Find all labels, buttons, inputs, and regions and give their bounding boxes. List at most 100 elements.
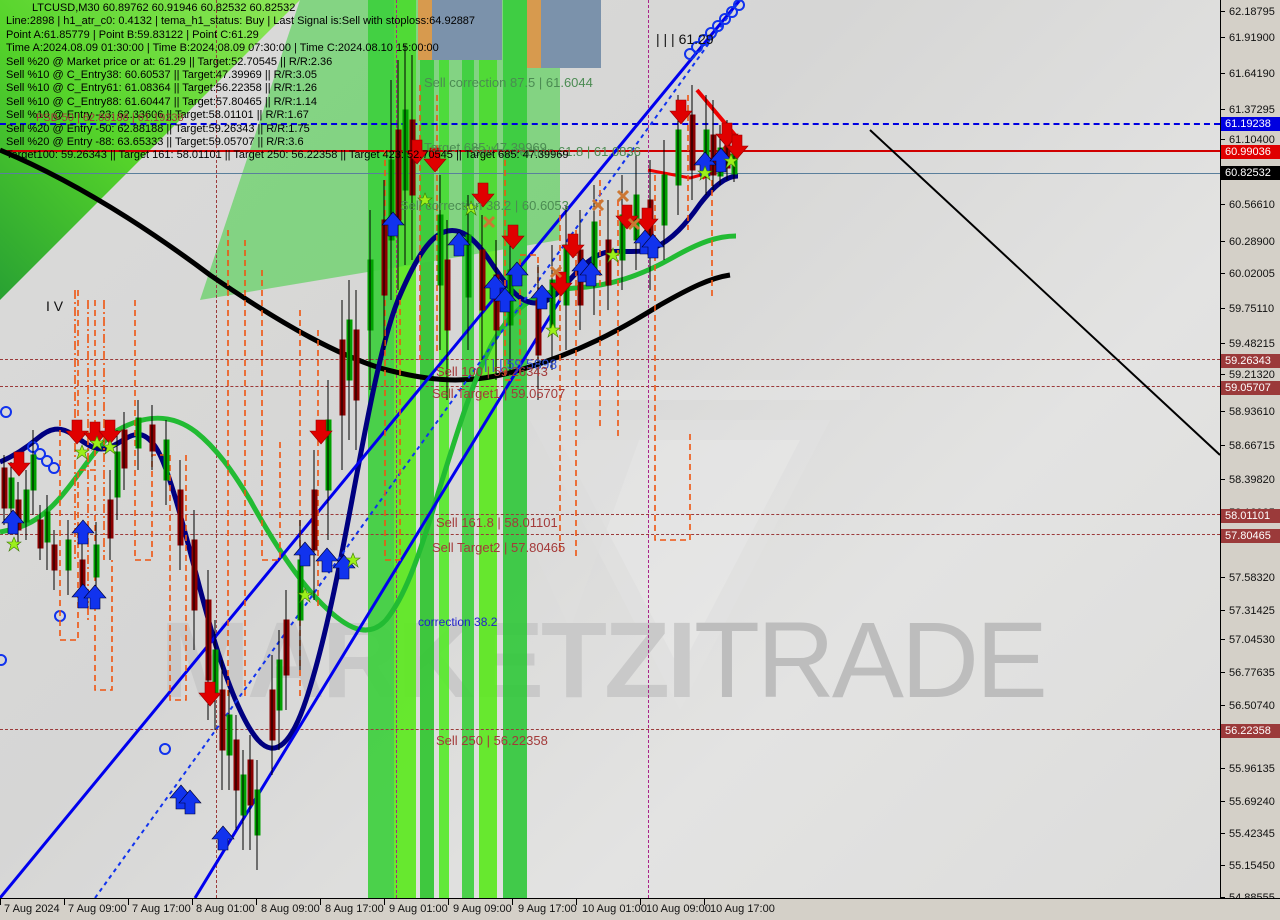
- resistance-line: [0, 151, 1220, 152]
- watermark-thin: TRADE: [693, 599, 1048, 720]
- info-line: Sell %10 @ C_Entry38: 60.60537 || Target…: [6, 69, 318, 82]
- price-tick-label: 58.39820: [1221, 474, 1280, 486]
- chart-annotation: Sell 161.8 | 58.01101: [436, 515, 558, 530]
- chart-plot-area[interactable]: MARKETZITRADE: [0, 0, 1220, 898]
- chart-annotation: | | | 59.5898: [484, 356, 558, 372]
- time-tick-mark: [128, 899, 129, 905]
- price-tick-label: 60.02005: [1221, 268, 1280, 280]
- symbol-ohlc-line: LTCUSD,M30 60.89762 60.91946 60.82532 60…: [32, 2, 296, 14]
- upper-red-line: [0, 150, 1220, 151]
- time-axis[interactable]: 7 Aug 2024 7 Aug 09:00 7 Aug 17:00 8 Aug 01…: [0, 898, 1280, 920]
- close-line: [0, 173, 1220, 174]
- price-tick-label: 55.69240: [1221, 796, 1280, 808]
- time-tick-label: 9 Aug 17:00: [518, 903, 577, 915]
- fib-line-100: [0, 359, 1220, 360]
- price-tick-label: 60.28900: [1221, 236, 1280, 248]
- time-marker-b: [396, 0, 397, 898]
- chart-annotation: Sell 100 | 59.26343: [436, 364, 548, 379]
- info-line: Point A:61.85779 | Point B:59.83122 | Po…: [6, 28, 259, 41]
- price-level-badge[interactable]: 61.19238: [1221, 117, 1280, 131]
- price-tick-label: 55.96135: [1221, 763, 1280, 775]
- price-tick-label: 57.04530: [1221, 634, 1280, 646]
- psb-overlap-label: PSB-50 | 62.88188 | 61.19238: [36, 112, 184, 124]
- price-tick-label: 56.77635: [1221, 667, 1280, 679]
- time-tick-label: 9 Aug 01:00: [389, 903, 448, 915]
- info-line: Line:2898 | h1_atr_c0: 0.4132 | tema_h1_…: [6, 15, 476, 28]
- fib-line-161: [0, 514, 1220, 515]
- time-tick-mark: [640, 899, 641, 905]
- time-tick-label: 7 Aug 09:00: [68, 903, 127, 915]
- chart-annotation: Target 685: 47.39969: [424, 140, 547, 155]
- trendline-blue-rising: [0, 0, 742, 898]
- price-level-badge[interactable]: 56.22358: [1221, 724, 1280, 738]
- time-tick-label: 10 Aug 17:00: [710, 903, 775, 915]
- price-tick-label: 61.91900: [1221, 32, 1280, 44]
- chart-annotation: Sell Target2 | 57.80465: [432, 540, 566, 555]
- time-tick-mark: [576, 899, 577, 905]
- time-tick-mark: [384, 899, 385, 905]
- price-tick-label: 60.56610: [1221, 199, 1280, 211]
- time-tick-mark: [192, 899, 193, 905]
- time-tick-label: 10 Aug 09:00: [646, 903, 711, 915]
- price-level-badge[interactable]: 59.26343: [1221, 354, 1280, 368]
- price-level-badge[interactable]: 57.80465: [1221, 529, 1280, 543]
- ma-green-line: [0, 233, 737, 633]
- price-tick-label: 59.48215: [1221, 338, 1280, 350]
- price-level-badge[interactable]: 59.05707: [1221, 381, 1280, 395]
- fib-line-target2: [0, 534, 1220, 535]
- price-level-badge[interactable]: 60.82532: [1221, 166, 1280, 180]
- time-tick-label: 9 Aug 09:00: [453, 903, 512, 915]
- time-tick-label: 10 Aug 01:00: [582, 903, 647, 915]
- channel-dotted-blue: [94, 0, 741, 898]
- time-tick-mark: [512, 899, 513, 905]
- info-line: Sell %10 @ C_Entry88: 61.60447 || Target…: [6, 95, 318, 108]
- time-tick-label: 7 Aug 2024: [4, 903, 60, 915]
- chart-info-header: LTCUSD,M30 60.89762 60.91946 60.82532 60…: [6, 2, 569, 163]
- chart-annotation: I V: [46, 298, 64, 314]
- price-tick-label: 61.10400: [1221, 134, 1280, 146]
- fib-line-target1: [0, 386, 1220, 387]
- time-tick-label: 8 Aug 09:00: [261, 903, 320, 915]
- time-tick-mark: [704, 899, 705, 905]
- info-line: Sell %10 @ Entry -23: 62.33606 || Target…: [6, 109, 309, 122]
- chart-annotation: correction 38.2: [418, 615, 498, 629]
- info-line: Target100: 59.26343 || Target 161: 58.01…: [6, 149, 569, 162]
- fractal-circles-left: [0, 406, 171, 755]
- psb-level-line: [0, 123, 1220, 125]
- info-line: Sell %20 @ Entry -50: 62.88188 || Target…: [6, 122, 310, 135]
- time-tick-mark: [320, 899, 321, 905]
- time-tick-mark: [0, 899, 1, 905]
- time-tick-label: 8 Aug 01:00: [196, 903, 255, 915]
- price-tick-label: 57.58320: [1221, 572, 1280, 584]
- time-marker-c: [648, 0, 649, 898]
- info-line: Sell %20 @ Entry -88: 63.65333 || Target…: [6, 136, 304, 149]
- time-tick-mark: [64, 899, 65, 905]
- price-axis[interactable]: 62.18795 61.91900 61.64190 61.37295 61.10400…: [1220, 0, 1280, 904]
- info-line: Sell %20 @ Market price or at: 61.29 || …: [6, 55, 333, 68]
- price-tick-label: 57.31425: [1221, 605, 1280, 617]
- price-tick-label: 58.93610: [1221, 406, 1280, 418]
- time-tick-label: 8 Aug 17:00: [325, 903, 384, 915]
- price-tick-label: 58.66715: [1221, 440, 1280, 452]
- price-tick-label: 62.18795: [1221, 6, 1280, 18]
- chart-annotation: | | | 61.29: [656, 31, 714, 47]
- fib-line-250: [0, 729, 1220, 730]
- price-tick-label: 55.42345: [1221, 828, 1280, 840]
- price-tick-label: 61.37295: [1221, 104, 1280, 116]
- orange-dashdot-lines: [74, 290, 105, 620]
- session-band: [439, 0, 449, 898]
- time-tick-mark: [448, 899, 449, 905]
- price-level-badge[interactable]: 60.99036: [1221, 145, 1280, 159]
- chart-annotation: Sell Target1 | 59.05707: [432, 386, 566, 401]
- price-level-badge[interactable]: 58.01101: [1221, 509, 1280, 523]
- fractal-circles: [684, 0, 745, 60]
- info-line: Sell %10 @ C_Entry61: 61.08364 || Target…: [6, 82, 318, 95]
- support-black-diagonal: [869, 129, 1220, 456]
- price-tick-label: 59.75110: [1221, 303, 1280, 315]
- price-tick-label: 61.64190: [1221, 68, 1280, 80]
- chart-annotation: Sell correction 38.2 | 60.6053: [400, 198, 569, 213]
- time-tick-mark: [256, 899, 257, 905]
- price-tick-label: 59.21320: [1221, 369, 1280, 381]
- price-tick-label: 56.50740: [1221, 700, 1280, 712]
